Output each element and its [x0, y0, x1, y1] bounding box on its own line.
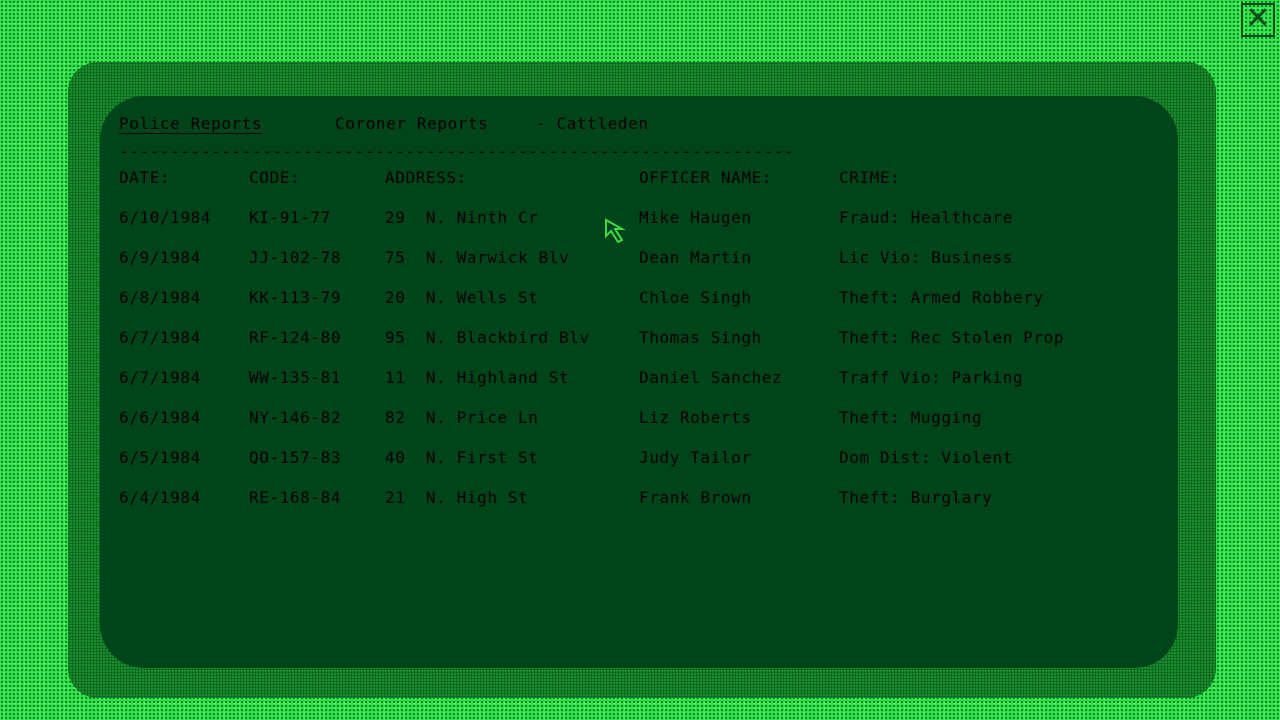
- cell-crime: Theft: Mugging: [839, 408, 983, 427]
- cell-date: 6/7/1984: [119, 328, 201, 347]
- cell-date: 6/9/1984: [119, 248, 201, 267]
- cell-code: RF-124-80: [249, 328, 342, 347]
- cell-officer-name: Daniel Sanchez: [639, 368, 783, 387]
- cell-crime: Dom Dist: Violent: [839, 448, 1013, 467]
- header-code: CODE:: [249, 168, 301, 187]
- tab-police-reports[interactable]: Police Reports: [119, 114, 263, 133]
- header-officer-name: OFFICER NAME:: [639, 168, 773, 187]
- cell-date: 6/7/1984: [119, 368, 201, 387]
- cell-address: 95 N. Blackbird Blv: [385, 328, 590, 347]
- cell-date: 6/10/1984: [119, 208, 212, 227]
- cell-officer-name: Chloe Singh: [639, 288, 752, 307]
- cell-crime: Lic Vio: Business: [839, 248, 1013, 267]
- tab-coroner-reports[interactable]: Coroner Reports: [335, 114, 489, 133]
- cell-crime: Theft: Armed Robbery: [839, 288, 1044, 307]
- cell-date: 6/4/1984: [119, 488, 201, 507]
- divider: ----------------------------------------…: [119, 142, 795, 161]
- cell-crime: Traff Vio: Parking: [839, 368, 1024, 387]
- cell-officer-name: Judy Tailor: [639, 448, 752, 467]
- cell-code: KK-113-79: [249, 288, 342, 307]
- cell-address: 11 N. Highland St: [385, 368, 570, 387]
- header-crime: CRIME:: [839, 168, 901, 187]
- cell-code: WW-135-81: [249, 368, 342, 387]
- cell-date: 6/5/1984: [119, 448, 201, 467]
- cell-date: 6/6/1984: [119, 408, 201, 427]
- cell-officer-name: Mike Haugen: [639, 208, 752, 227]
- cell-officer-name: Dean Martin: [639, 248, 752, 267]
- cell-officer-name: Frank Brown: [639, 488, 752, 507]
- cell-code: NY-146-82: [249, 408, 342, 427]
- cell-address: 21 N. High St: [385, 488, 529, 507]
- cell-crime: Fraud: Healthcare: [839, 208, 1013, 227]
- mouse-cursor-icon: [605, 218, 626, 244]
- cell-officer-name: Thomas Singh: [639, 328, 762, 347]
- cell-code: JJ-102-78: [249, 248, 342, 267]
- close-x-icon: ✕: [1245, 1, 1271, 36]
- cell-code: QO-157-83: [249, 448, 342, 467]
- cell-crime: Theft: Rec Stolen Prop: [839, 328, 1065, 347]
- cell-officer-name: Liz Roberts: [639, 408, 752, 427]
- header-address: ADDRESS:: [385, 168, 467, 187]
- cell-address: 40 N. First St: [385, 448, 539, 467]
- cell-address: 29 N. Ninth Cr: [385, 208, 539, 227]
- cell-address: 20 N. Wells St: [385, 288, 539, 307]
- close-button[interactable]: ✕: [1241, 3, 1275, 37]
- screen: [100, 96, 1178, 668]
- header-date: DATE:: [119, 168, 171, 187]
- cell-date: 6/8/1984: [119, 288, 201, 307]
- location-label: - Cattleden: [536, 114, 649, 133]
- cell-code: RE-168-84: [249, 488, 342, 507]
- cell-code: KI-91-77: [249, 208, 331, 227]
- cell-address: 82 N. Price Ln: [385, 408, 539, 427]
- cell-address: 75 N. Warwick Blv: [385, 248, 570, 267]
- cell-crime: Theft: Burglary: [839, 488, 993, 507]
